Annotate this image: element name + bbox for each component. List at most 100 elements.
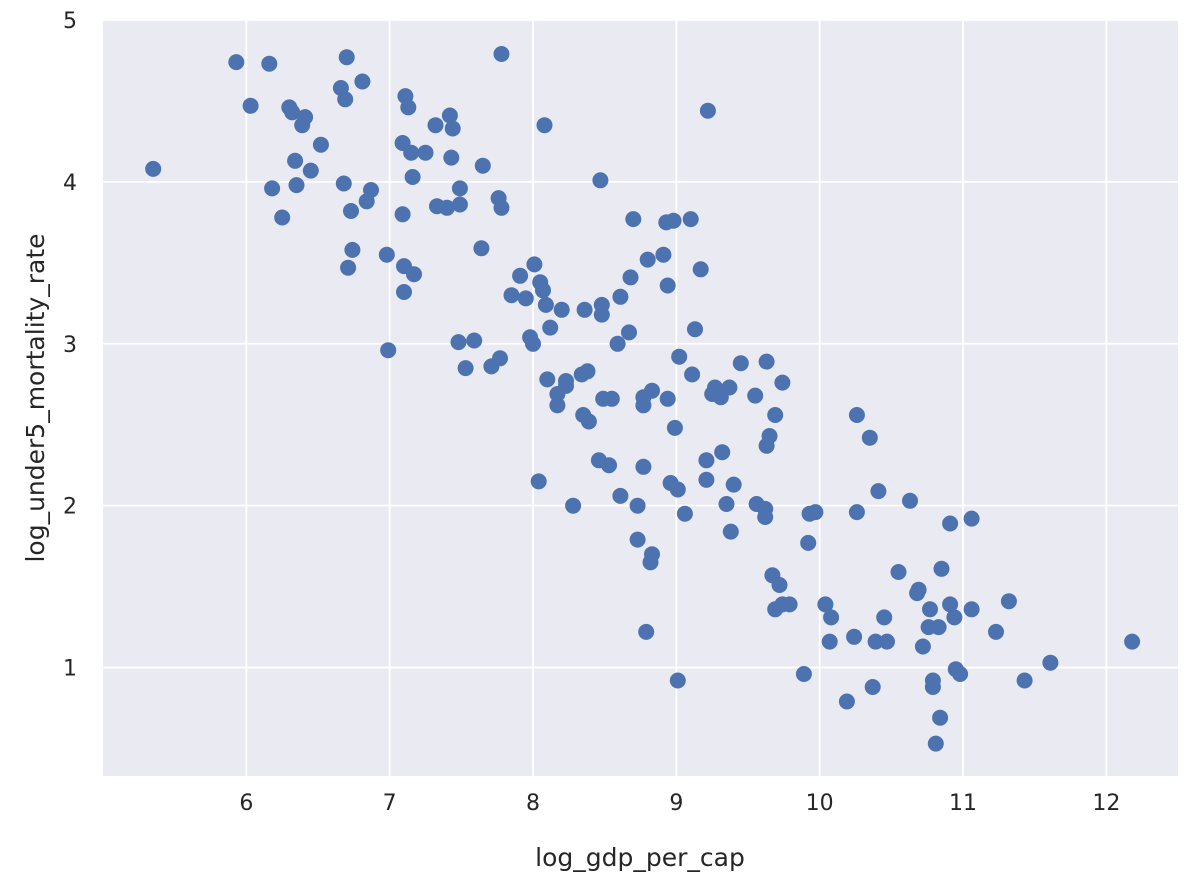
data-point (963, 601, 980, 618)
data-point (378, 246, 395, 263)
data-point (580, 413, 597, 430)
data-point (988, 623, 1004, 640)
data-point (609, 335, 626, 352)
data-point (942, 596, 959, 613)
data-point (525, 335, 541, 352)
data-point (698, 471, 715, 488)
data-point (821, 633, 838, 650)
y-tick-label: 5 (63, 9, 77, 34)
x-tick-label: 6 (239, 791, 253, 816)
y-tick-labels: 1 2 3 4 5 (63, 9, 77, 682)
data-point (493, 199, 510, 216)
data-point (354, 73, 371, 90)
data-point (864, 679, 881, 695)
data-point (914, 638, 931, 655)
data-point (542, 319, 559, 336)
data-point (451, 180, 468, 197)
data-point (946, 609, 963, 626)
data-point (503, 287, 520, 304)
x-axis-label: log_gdp_per_cap (535, 843, 745, 872)
data-point (335, 175, 352, 192)
data-point (512, 267, 529, 284)
data-point (603, 390, 620, 407)
data-point (758, 353, 775, 370)
data-point (288, 177, 305, 194)
data-point (474, 157, 491, 174)
data-point (338, 49, 355, 66)
data-point (924, 679, 941, 695)
data-point (396, 284, 412, 300)
x-tick-label: 10 (806, 791, 834, 816)
data-point (848, 407, 865, 423)
data-point (441, 107, 458, 124)
data-point (725, 476, 742, 493)
data-point (380, 342, 397, 359)
data-point (417, 144, 434, 161)
data-point (549, 397, 566, 414)
y-tick-label: 4 (63, 171, 77, 196)
data-point (669, 672, 686, 689)
data-point (427, 117, 444, 134)
data-point (870, 483, 887, 500)
x-tick-labels: 6 7 8 9 10 11 12 (239, 791, 1120, 816)
data-point (644, 382, 660, 399)
data-point (771, 577, 788, 593)
data-point (1042, 654, 1059, 671)
data-point (732, 355, 749, 372)
data-point (284, 104, 301, 121)
data-point (612, 487, 629, 504)
data-point (838, 693, 855, 710)
data-point (761, 428, 778, 444)
data-point (666, 419, 683, 436)
data-point (684, 366, 701, 383)
data-point (800, 534, 817, 551)
data-point (297, 109, 314, 126)
data-point (576, 301, 593, 318)
data-point (1016, 672, 1033, 689)
data-point (565, 497, 582, 514)
data-point (932, 709, 949, 726)
data-point (517, 290, 534, 307)
data-point (682, 211, 699, 228)
data-point (781, 596, 798, 613)
data-point (876, 609, 893, 626)
data-point (592, 172, 609, 189)
data-point (1124, 633, 1141, 650)
data-point (492, 350, 508, 367)
data-point (676, 505, 693, 522)
data-point (867, 633, 884, 650)
data-point (302, 162, 319, 179)
data-point (757, 500, 774, 517)
data-point (228, 54, 245, 71)
data-points (145, 46, 1141, 752)
data-point (593, 306, 610, 323)
data-point (612, 288, 629, 305)
data-point (450, 334, 467, 351)
data-point (638, 623, 655, 640)
data-point (539, 371, 556, 388)
data-point (394, 206, 411, 223)
data-point (823, 609, 840, 626)
data-point (635, 458, 652, 475)
data-point (698, 452, 715, 469)
y-tick-label: 3 (63, 333, 77, 358)
data-point (261, 55, 278, 72)
data-point (473, 240, 490, 257)
y-tick-label: 1 (63, 657, 77, 682)
data-point (558, 377, 574, 394)
data-point (457, 360, 474, 377)
data-point (890, 564, 907, 580)
data-point (601, 457, 617, 474)
data-point (807, 504, 824, 521)
y-axis-label: log_under5_mortality_rate (21, 233, 50, 562)
data-point (536, 117, 553, 134)
data-point (687, 321, 703, 338)
data-point (922, 601, 938, 618)
data-point (493, 46, 510, 62)
data-point (795, 666, 812, 682)
data-point (451, 196, 468, 213)
data-point (927, 735, 944, 752)
data-point (879, 633, 895, 650)
data-point (671, 348, 688, 365)
data-point (933, 560, 950, 577)
